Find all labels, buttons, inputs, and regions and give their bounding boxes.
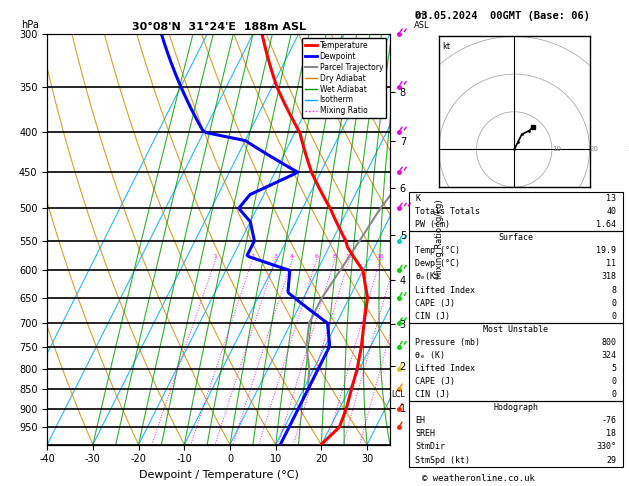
Text: 20: 20: [589, 146, 598, 153]
Text: 1.64: 1.64: [596, 220, 616, 229]
Text: 0: 0: [611, 390, 616, 399]
Text: CIN (J): CIN (J): [415, 390, 450, 399]
Text: 10: 10: [345, 254, 353, 259]
Text: PW (cm): PW (cm): [415, 220, 450, 229]
Text: 318: 318: [601, 273, 616, 281]
Text: 2: 2: [250, 254, 254, 259]
Text: -76: -76: [601, 417, 616, 425]
Text: Surface: Surface: [498, 233, 533, 242]
Text: hPa: hPa: [21, 20, 40, 30]
Text: 3: 3: [273, 254, 277, 259]
Text: 16: 16: [376, 254, 384, 259]
Bar: [409, 401, 623, 467]
Text: 8: 8: [611, 286, 616, 295]
Text: 1: 1: [213, 254, 217, 259]
Text: CAPE (J): CAPE (J): [415, 298, 455, 308]
Text: 11: 11: [606, 260, 616, 268]
Text: © weatheronline.co.uk: © weatheronline.co.uk: [421, 474, 535, 483]
Text: 800: 800: [601, 338, 616, 347]
Text: Most Unstable: Most Unstable: [483, 325, 548, 334]
Text: 30: 30: [627, 146, 629, 153]
Text: θₑ(K): θₑ(K): [415, 273, 440, 281]
Text: Temp (°C): Temp (°C): [415, 246, 460, 255]
Text: 324: 324: [601, 351, 616, 360]
Text: LCL: LCL: [392, 390, 406, 399]
Text: 5: 5: [611, 364, 616, 373]
Text: 19.9: 19.9: [596, 246, 616, 255]
Text: 4: 4: [290, 254, 294, 259]
Text: θₑ (K): θₑ (K): [415, 351, 445, 360]
Text: EH: EH: [415, 417, 425, 425]
Text: Hodograph: Hodograph: [493, 403, 538, 412]
Text: 0: 0: [611, 312, 616, 321]
Text: K: K: [415, 194, 420, 203]
Text: 13: 13: [606, 194, 616, 203]
Text: km
ASL: km ASL: [414, 11, 430, 30]
Text: 0: 0: [611, 377, 616, 386]
Text: kt: kt: [442, 42, 450, 52]
Text: StmDir: StmDir: [415, 442, 445, 451]
Text: Dewp (°C): Dewp (°C): [415, 260, 460, 268]
Text: CIN (J): CIN (J): [415, 312, 450, 321]
Legend: Temperature, Dewpoint, Parcel Trajectory, Dry Adiabat, Wet Adiabat, Isotherm, Mi: Temperature, Dewpoint, Parcel Trajectory…: [302, 38, 386, 119]
Text: CAPE (J): CAPE (J): [415, 377, 455, 386]
Text: 330°: 330°: [596, 442, 616, 451]
Text: 03.05.2024  00GMT (Base: 06): 03.05.2024 00GMT (Base: 06): [415, 11, 590, 21]
Text: Mixing Ratio (g/kg): Mixing Ratio (g/kg): [435, 200, 443, 279]
Text: Totals Totals: Totals Totals: [415, 207, 481, 216]
Text: 18: 18: [606, 429, 616, 438]
Text: 10: 10: [552, 146, 561, 153]
Text: Pressure (mb): Pressure (mb): [415, 338, 481, 347]
Title: 30°08'N  31°24'E  188m ASL: 30°08'N 31°24'E 188m ASL: [131, 22, 306, 32]
X-axis label: Dewpoint / Temperature (°C): Dewpoint / Temperature (°C): [138, 470, 299, 480]
Text: 8: 8: [333, 254, 337, 259]
Text: 29: 29: [606, 455, 616, 465]
Text: 6: 6: [314, 254, 318, 259]
Bar: [409, 323, 623, 401]
Text: Lifted Index: Lifted Index: [415, 364, 476, 373]
Text: SREH: SREH: [415, 429, 435, 438]
Bar: [409, 192, 623, 231]
Text: 0: 0: [611, 298, 616, 308]
Text: Lifted Index: Lifted Index: [415, 286, 476, 295]
Bar: [409, 231, 623, 323]
Text: 40: 40: [606, 207, 616, 216]
Text: StmSpd (kt): StmSpd (kt): [415, 455, 470, 465]
